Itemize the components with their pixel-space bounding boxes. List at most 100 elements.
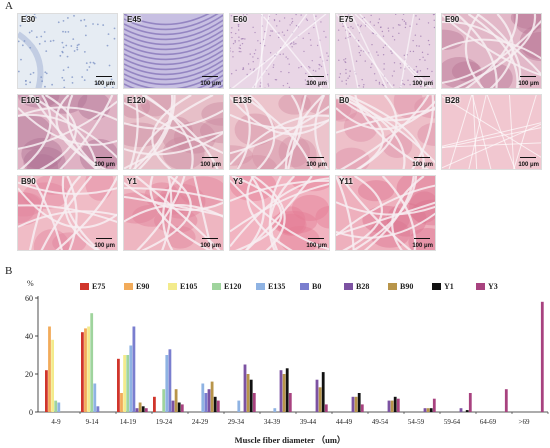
bar-e90-2 xyxy=(120,393,123,412)
tissue-texture xyxy=(18,176,117,250)
micrograph-e75: E75 100 μm xyxy=(335,13,436,89)
bar-e75-2 xyxy=(117,358,120,412)
micrograph-label: E60 xyxy=(233,15,248,24)
scale-bar xyxy=(96,237,112,239)
bar-b90-6 xyxy=(282,374,286,412)
x-tick-label: 4-9 xyxy=(51,418,61,426)
micrograph-e135: E135 100 μm xyxy=(229,94,330,170)
scale-bar xyxy=(308,237,324,239)
bar-b28-11 xyxy=(459,408,463,412)
legend-swatch xyxy=(300,283,309,290)
micrograph-e45: E45 100 μm xyxy=(123,13,224,89)
scale-bar-label: 100 μm xyxy=(94,162,115,168)
scale-bar xyxy=(308,156,324,158)
scale-bar xyxy=(202,75,218,77)
bar-y3-2 xyxy=(144,408,148,412)
bar-y1-6 xyxy=(285,368,289,412)
scale-bar-label: 100 μm xyxy=(412,81,433,87)
bar-e90-0 xyxy=(48,326,51,412)
bar-b28-2 xyxy=(135,408,139,412)
micrograph-label: E120 xyxy=(127,96,146,105)
y-tick-label: 0 xyxy=(29,408,33,417)
y-tick-label: 40 xyxy=(25,332,33,341)
legend-swatch xyxy=(344,283,353,290)
legend-swatch xyxy=(476,283,485,290)
bar-y3-10 xyxy=(432,398,436,412)
scale-bar-label: 100 μm xyxy=(412,243,433,249)
micrograph-label: E135 xyxy=(233,96,252,105)
x-axis-title: Muscle fiber diameter （um） xyxy=(235,435,346,445)
fiber-diameter-bar-chart: % 0 20 40 60 4-9 9-14 14-19 19-24 24-29 29-34 34-… xyxy=(25,279,549,445)
bar-b28-5 xyxy=(243,364,247,412)
micrograph-label: E45 xyxy=(127,15,142,24)
bar-b28-9 xyxy=(387,400,391,412)
tissue-texture xyxy=(230,176,329,250)
micrograph-label: Y11 xyxy=(339,177,353,186)
bar-e135-3 xyxy=(165,355,169,412)
legend-label: E90 xyxy=(136,282,149,291)
bar-y3-12 xyxy=(504,389,508,412)
tissue-texture xyxy=(18,14,116,88)
x-tick-label: 29-34 xyxy=(228,418,245,426)
micrograph-label: B28 xyxy=(445,96,460,105)
bar-y1-3 xyxy=(177,402,181,412)
legend-label: E75 xyxy=(92,282,105,291)
bar-b28-7 xyxy=(315,379,319,412)
bar-b90-5 xyxy=(246,374,250,412)
bar-e135-4 xyxy=(201,383,205,412)
bar-y1-10 xyxy=(429,408,433,412)
legend-label: B90 xyxy=(400,282,413,291)
scale-bar-label: 100 μm xyxy=(94,81,115,87)
micrograph-e60: E60 100 μm xyxy=(229,13,330,89)
bar-b90-7 xyxy=(318,387,322,412)
bar-y3-7 xyxy=(324,404,328,412)
scale-bar-label: 100 μm xyxy=(412,162,433,168)
bar-e105-1 xyxy=(87,326,90,412)
scale-bar xyxy=(414,237,430,239)
bar-e120-2 xyxy=(126,355,130,412)
bar-b0-3 xyxy=(168,349,172,412)
micrograph-b28: B28 100 μm xyxy=(441,94,542,170)
scale-bar xyxy=(308,75,324,77)
micrograph-label: E90 xyxy=(445,15,460,24)
micrograph-label: B0 xyxy=(339,96,350,105)
micrograph-y11: Y11 100 μm xyxy=(335,175,436,251)
tissue-texture xyxy=(230,95,329,169)
y-tick-label: 60 xyxy=(25,294,33,303)
tissue-texture xyxy=(230,14,329,88)
micrograph-y3: Y3 100 μm xyxy=(229,175,330,251)
bar-y3-4 xyxy=(216,400,220,412)
micrograph-y1: Y1 100 μm xyxy=(123,175,224,251)
tissue-texture xyxy=(336,95,435,169)
micrograph-label: B90 xyxy=(21,177,36,186)
y-unit-label: % xyxy=(27,279,34,288)
bar-e120-0 xyxy=(54,400,58,412)
bar-e90-1 xyxy=(84,328,87,412)
bar-b90-9 xyxy=(390,400,394,412)
bar-y1-5 xyxy=(249,379,253,412)
scale-bar-label: 100 μm xyxy=(94,243,115,249)
tissue-texture xyxy=(336,14,435,88)
legend-swatch xyxy=(212,283,221,290)
x-tick-label: 49-54 xyxy=(372,418,389,426)
bar-e135-6 xyxy=(273,408,277,412)
x-tick-label: 64-69 xyxy=(480,418,497,426)
scale-bar-label: 100 μm xyxy=(200,243,221,249)
bar-y1-11 xyxy=(465,410,469,412)
legend-swatch xyxy=(256,283,265,290)
tissue-texture xyxy=(124,95,223,169)
bar-y3-11 xyxy=(468,393,472,412)
bar-b90-8 xyxy=(354,396,358,412)
scale-bar xyxy=(520,156,536,158)
bar-b0-2 xyxy=(132,326,136,412)
bar-b28-3 xyxy=(171,400,175,412)
scale-bar xyxy=(96,156,112,158)
x-axis: 4-9 9-14 14-19 19-24 24-29 29-34 34-39 39-44 44-… xyxy=(38,411,549,426)
bar-e105-2 xyxy=(123,355,126,412)
scale-bar-label: 100 μm xyxy=(200,81,221,87)
bar-b0-4 xyxy=(204,393,208,412)
micrograph-label: Y3 xyxy=(233,177,243,186)
bar-e120-1 xyxy=(90,313,94,412)
bar-y3-5 xyxy=(252,393,256,412)
bar-b28-6 xyxy=(279,370,283,412)
